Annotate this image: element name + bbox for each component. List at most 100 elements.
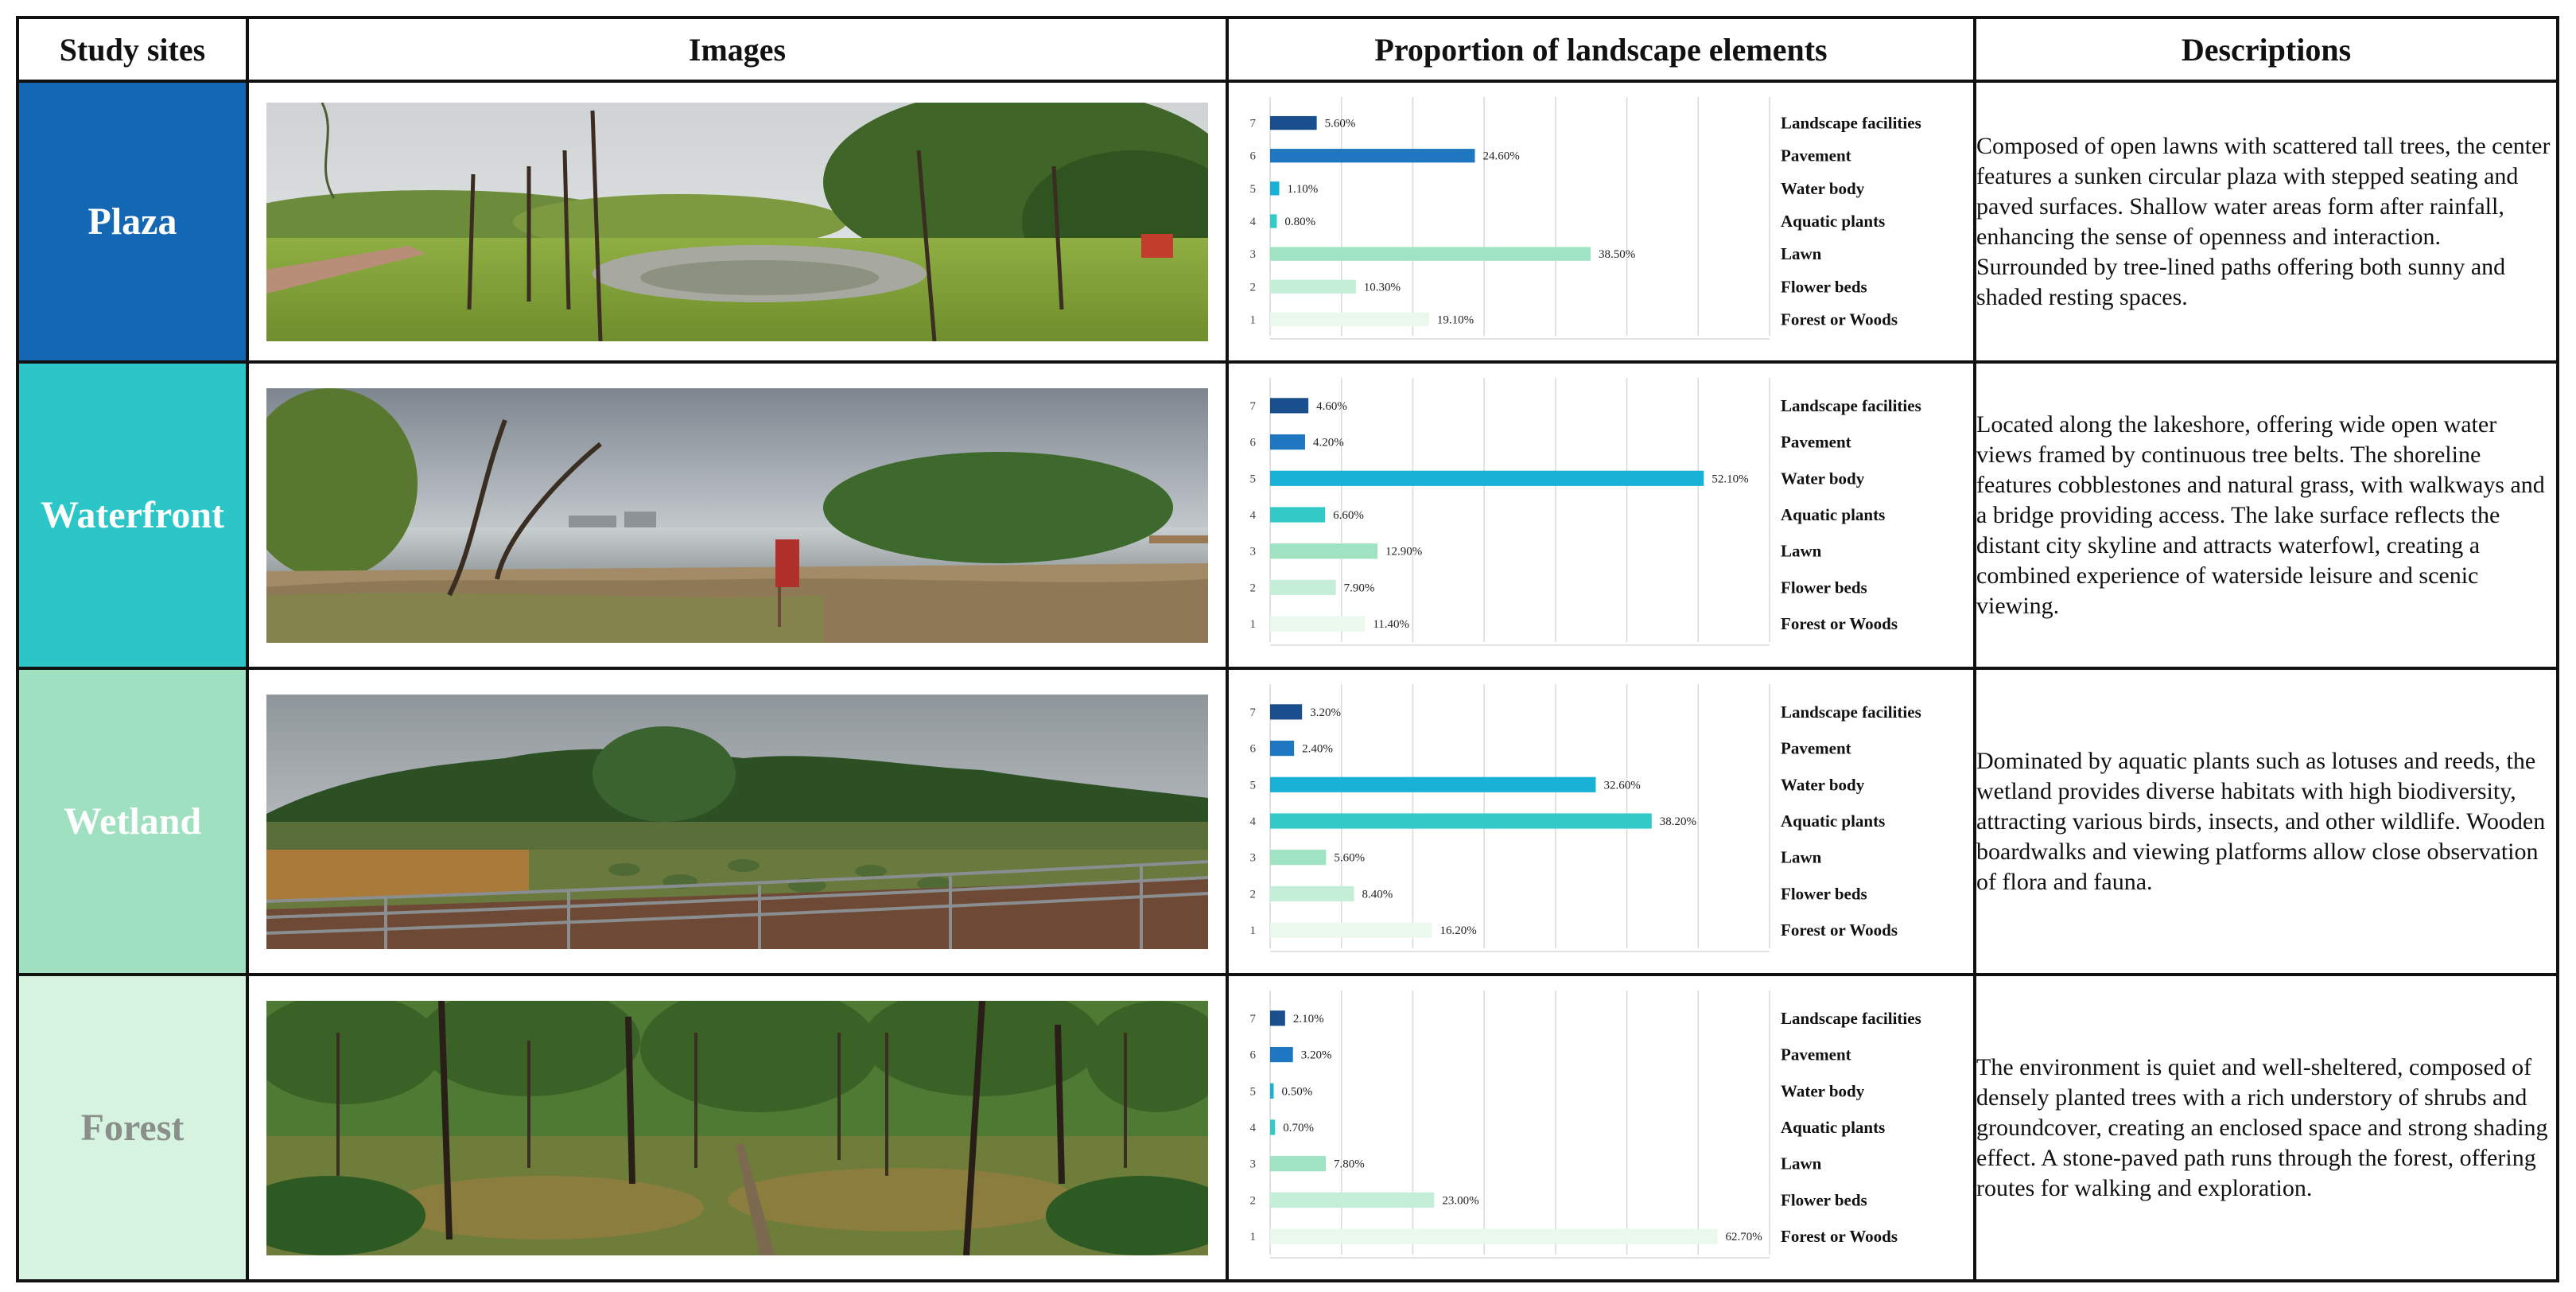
wetland-panorama-image [266,694,1208,949]
value-label: 0.80% [1284,216,1315,228]
value-label: 6.60% [1333,509,1364,522]
value-label: 38.50% [1599,248,1635,261]
category-label: Aquatic plants [1781,1118,1885,1137]
index-tick-label: 5 [1250,183,1257,196]
landscape-table: Study sites Images Proportion of landsca… [16,16,2559,1282]
table-row-forest: Forest [16,973,2559,1282]
index-tick-label: 6 [1250,1049,1257,1062]
category-label: Forest or Woods [1781,1227,1898,1246]
bar-aquatic-plants [1270,214,1277,228]
chart-waterfront: 7 4.60% Landscape facilities 6 4.20% Pavement… [1250,378,1921,646]
index-tick-label: 2 [1250,281,1257,294]
category-label: Pavement [1781,739,1851,758]
index-tick-label: 1 [1250,618,1257,631]
chart-cell-wetland: 7 3.20% Landscape facilities 6 2.40% Pavement… [1226,667,1976,976]
chart-plaza: 7 5.60% Landscape facilities 6 24.60% Pavemen… [1250,97,1921,340]
header-images: Images [246,16,1229,83]
value-label: 23.00% [1442,1194,1478,1207]
index-tick-label: 3 [1250,546,1257,558]
description-wetland: Dominated by aquatic plants such as lotu… [1973,667,2559,976]
category-label: Flower beds [1781,1190,1867,1209]
index-tick-label: 2 [1250,1194,1257,1207]
category-label: Water body [1781,469,1865,488]
category-label: Landscape facilities [1781,1009,1921,1028]
bar-water-body [1270,1083,1274,1099]
value-label: 11.40% [1373,618,1409,631]
category-label: Water body [1781,1081,1865,1100]
value-label: 0.50% [1281,1085,1312,1098]
index-tick-label: 4 [1250,815,1257,828]
bar-flower-beds [1270,579,1336,596]
header-row: Study sites Images Proportion of landsca… [16,16,2559,83]
site-cell-plaza: Plaza [16,80,249,364]
value-label: 32.60% [1603,779,1640,792]
bar-pavement [1270,434,1305,450]
bar-landscape-facilities [1270,398,1309,414]
bar-water-body [1270,181,1280,196]
value-label: 62.70% [1726,1231,1762,1243]
value-label: 24.60% [1482,150,1519,163]
category-label: Pavement [1781,1045,1851,1064]
value-label: 10.30% [1364,281,1401,294]
chart-cell-plaza: 7 5.60% Landscape facilities 6 24.60% Pavemen… [1226,80,1976,364]
bar-forest-or-woods [1270,922,1432,938]
bar-aquatic-plants [1270,507,1326,523]
value-label: 12.90% [1385,546,1422,558]
bar-flower-beds [1270,885,1354,902]
image-cell-waterfront [246,360,1229,670]
bar-lawn [1270,247,1591,261]
value-label: 1.10% [1288,183,1319,196]
value-label: 4.20% [1313,437,1344,449]
value-label: 5.60% [1334,852,1365,865]
table-row-waterfront: Waterfront [16,360,2559,670]
index-tick-label: 4 [1250,216,1257,228]
index-tick-label: 6 [1250,743,1257,756]
index-tick-label: 1 [1250,1231,1257,1243]
value-label: 4.60% [1316,400,1347,413]
index-tick-label: 1 [1250,924,1257,937]
bar-flower-beds [1270,1192,1435,1208]
index-tick-label: 7 [1250,118,1257,130]
chart-cell-forest: 7 2.10% Landscape facilities 6 3.20% Pavement… [1226,973,1976,1282]
bar-lawn [1270,543,1378,559]
category-label: Aquatic plants [1781,505,1885,524]
index-tick-label: 4 [1250,1122,1257,1134]
index-tick-label: 7 [1250,706,1257,719]
index-tick-label: 5 [1250,1085,1257,1098]
index-tick-label: 3 [1250,1158,1257,1171]
value-label: 7.80% [1334,1158,1365,1171]
chart-wetland: 7 3.20% Landscape facilities 6 2.40% Pavement… [1250,684,1921,952]
index-tick-label: 7 [1250,1013,1257,1025]
index-tick-label: 5 [1250,779,1257,792]
category-label: Forest or Woods [1781,614,1898,633]
category-label: Lawn [1781,848,1822,867]
chart-forest: 7 2.10% Landscape facilities 6 3.20% Pavement… [1250,990,1921,1259]
bar-pavement [1270,1046,1293,1063]
bar-forest-or-woods [1270,312,1429,327]
value-label: 2.10% [1293,1013,1324,1025]
study-sites-table: Study sites Images Proportion of landsca… [16,16,2559,1282]
image-cell-wetland [246,667,1229,976]
value-label: 19.10% [1437,313,1474,326]
site-cell-forest: Forest [16,973,249,1282]
bar-forest-or-woods [1270,1228,1718,1244]
index-tick-label: 7 [1250,400,1257,413]
index-tick-label: 6 [1250,437,1257,449]
value-label: 52.10% [1712,473,1748,485]
category-label: Aquatic plants [1781,811,1885,831]
description-waterfront: Located along the lakeshore, offering wi… [1973,360,2559,670]
bar-aquatic-plants [1270,1119,1276,1135]
site-label-plaza: Plaza [87,200,177,243]
value-label: 3.20% [1310,706,1341,719]
category-label: Landscape facilities [1781,702,1921,722]
header-descriptions: Descriptions [1973,16,2559,83]
category-label: Landscape facilities [1781,396,1921,415]
index-tick-label: 4 [1250,509,1257,522]
description-plaza: Composed of open lawns with scattered ta… [1973,80,2559,364]
index-tick-label: 3 [1250,852,1257,865]
bar-lawn [1270,850,1327,866]
bar-flower-beds [1270,279,1356,294]
table-row-wetland: Wetland [16,667,2559,976]
value-label: 8.40% [1362,888,1393,901]
bar-landscape-facilities [1270,1010,1285,1026]
